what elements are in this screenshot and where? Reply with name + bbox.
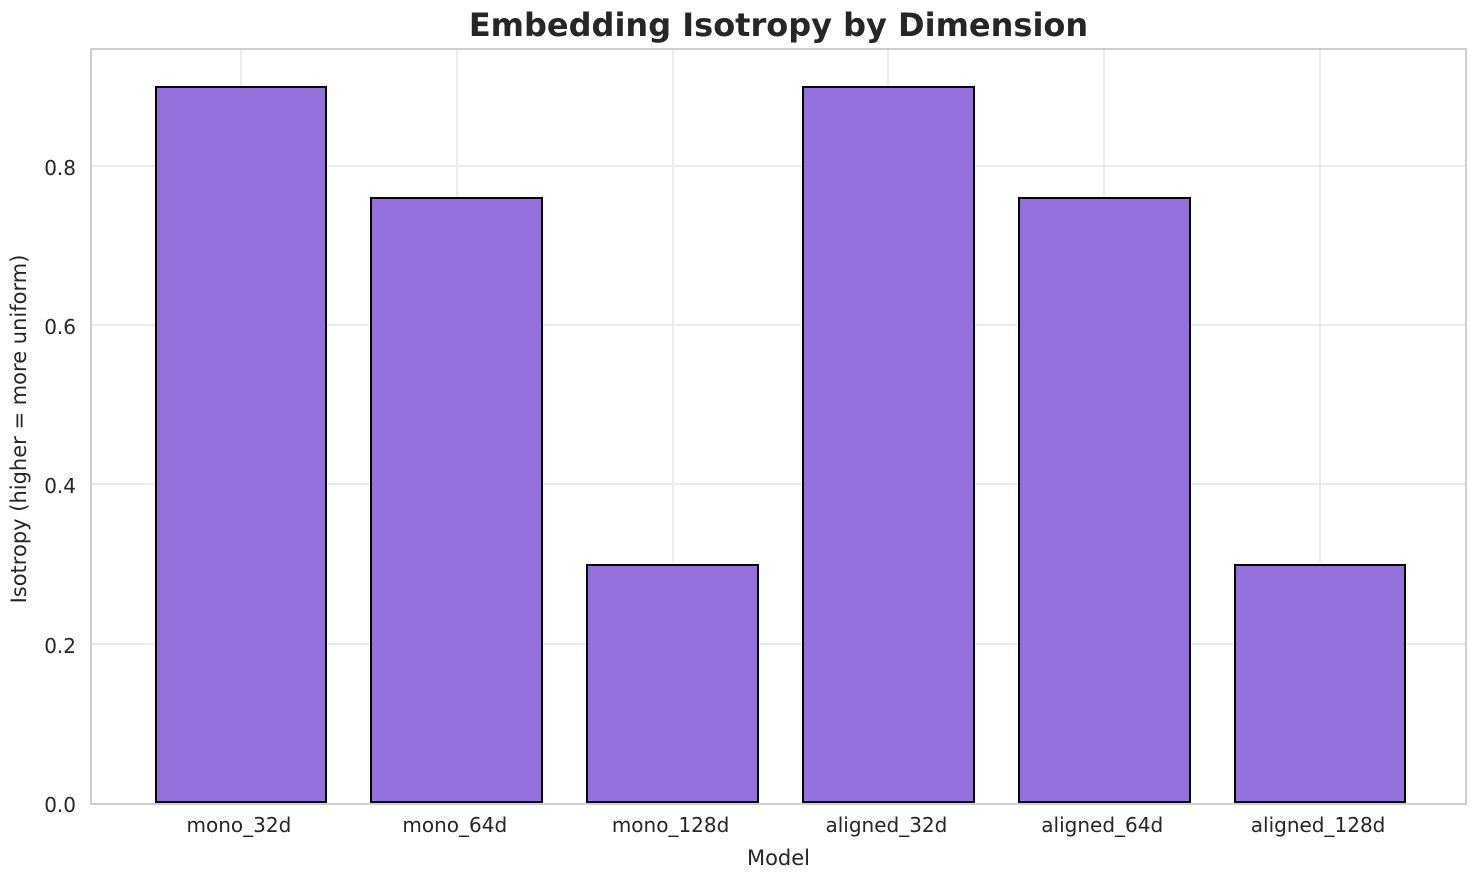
x-gridline (1319, 50, 1322, 803)
y-tick-label: 0.0 (44, 793, 76, 817)
x-tick-label: mono_32d (186, 813, 292, 837)
bar-aligned_32d (802, 85, 975, 803)
chart-title: Embedding Isotropy by Dimension (468, 6, 1089, 44)
x-tick-label: aligned_64d (1041, 813, 1164, 837)
y-tick-label: 0.8 (44, 155, 76, 180)
plot-area (90, 48, 1467, 805)
x-tick-label: aligned_128d (1250, 813, 1386, 837)
x-axis-label: Model (746, 846, 811, 870)
bar-mono_64d (370, 197, 544, 803)
x-tick-label: aligned_32d (825, 813, 948, 837)
y-tick-label: 0.2 (44, 633, 76, 658)
x-tick-label: mono_128d (611, 813, 730, 837)
y-axis-label: Isotropy (higher = more uniform) (7, 254, 31, 604)
bar-mono_32d (154, 85, 328, 803)
y-gridline (92, 483, 1465, 486)
y-gridline (92, 642, 1465, 645)
y-gridline (92, 323, 1465, 326)
x-gridline (671, 50, 674, 803)
bar-aligned_128d (1233, 563, 1407, 803)
bar-aligned_64d (1017, 197, 1191, 803)
x-tick-label: mono_64d (402, 813, 508, 837)
y-gridline (92, 164, 1465, 167)
bar-mono_128d (586, 563, 759, 803)
y-tick-label: 0.4 (44, 474, 76, 499)
y-tick-label: 0.6 (44, 314, 76, 339)
